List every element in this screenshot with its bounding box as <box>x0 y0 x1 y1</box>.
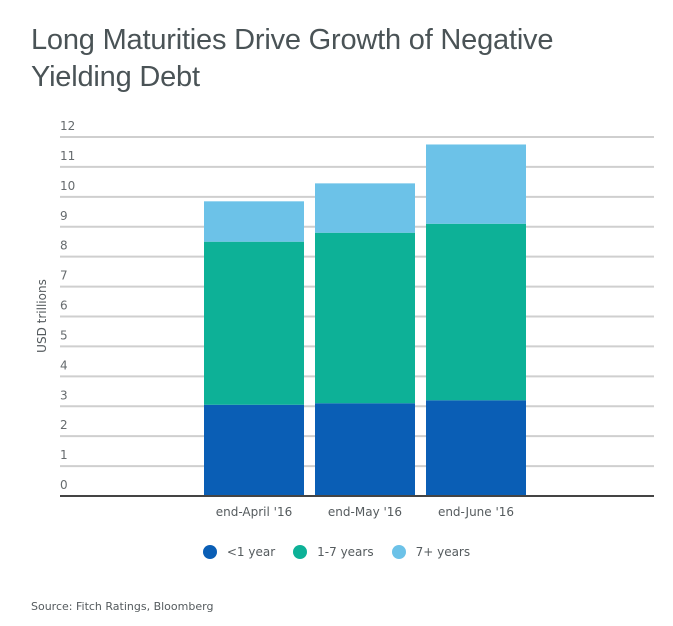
y-tick-label: 11 <box>60 149 75 163</box>
legend-label: <1 year <box>226 545 276 559</box>
legend-label: 7+ years <box>415 545 471 559</box>
bar-stack <box>204 201 304 496</box>
y-tick-label: 10 <box>60 179 75 193</box>
bar-segment-1to7 <box>426 223 526 401</box>
x-tick-label: end-April '16 <box>216 505 292 519</box>
legend-item-1to7[interactable]: 1-7 years <box>293 545 374 559</box>
y-tick-label: 2 <box>60 418 68 432</box>
y-tick-label: 5 <box>60 328 68 342</box>
y-tick-label: 1 <box>60 448 68 462</box>
bar-segment-1to7 <box>204 241 304 405</box>
y-axis-label: USD trillions <box>35 279 49 353</box>
bar-segment-7plus <box>204 201 304 242</box>
x-tick-labels: end-April '16 end-May '16 end-June '16 <box>216 505 514 519</box>
bar-segment-lt1 <box>315 403 415 496</box>
y-tick-label: 6 <box>60 299 68 313</box>
legend-dot-icon <box>202 545 217 559</box>
y-tick-label: 4 <box>60 358 68 372</box>
bar-segment-7plus <box>315 183 415 233</box>
legend-dot-icon <box>391 545 406 559</box>
y-tick-label: 3 <box>60 388 68 402</box>
y-tick-label: 12 <box>60 119 75 133</box>
legend: <1 year 1-7 years 7+ years <box>0 545 673 559</box>
y-tick-label: 7 <box>60 269 68 283</box>
x-tick-label: end-June '16 <box>438 505 514 519</box>
bars <box>204 144 526 496</box>
bar-stack <box>426 144 526 496</box>
x-tick-label: end-May '16 <box>328 505 402 519</box>
y-tick-label: 8 <box>60 239 68 253</box>
legend-item-7plus[interactable]: 7+ years <box>391 545 471 559</box>
bar-segment-lt1 <box>426 400 526 496</box>
bar-stack <box>315 183 415 496</box>
bar-segment-7plus <box>426 144 526 224</box>
bar-segment-1to7 <box>315 232 415 404</box>
source-note: Source: Fitch Ratings, Bloomberg <box>31 600 214 613</box>
y-tick-label: 9 <box>60 209 68 223</box>
chart-title: Long Maturities Drive Growth of Negative… <box>31 24 554 93</box>
bar-segment-lt1 <box>204 404 304 496</box>
y-tick-label: 0 <box>60 478 68 492</box>
legend-label: 1-7 years <box>317 545 374 559</box>
legend-dot-icon <box>293 545 308 559</box>
legend-item-lt1[interactable]: <1 year <box>202 545 276 559</box>
